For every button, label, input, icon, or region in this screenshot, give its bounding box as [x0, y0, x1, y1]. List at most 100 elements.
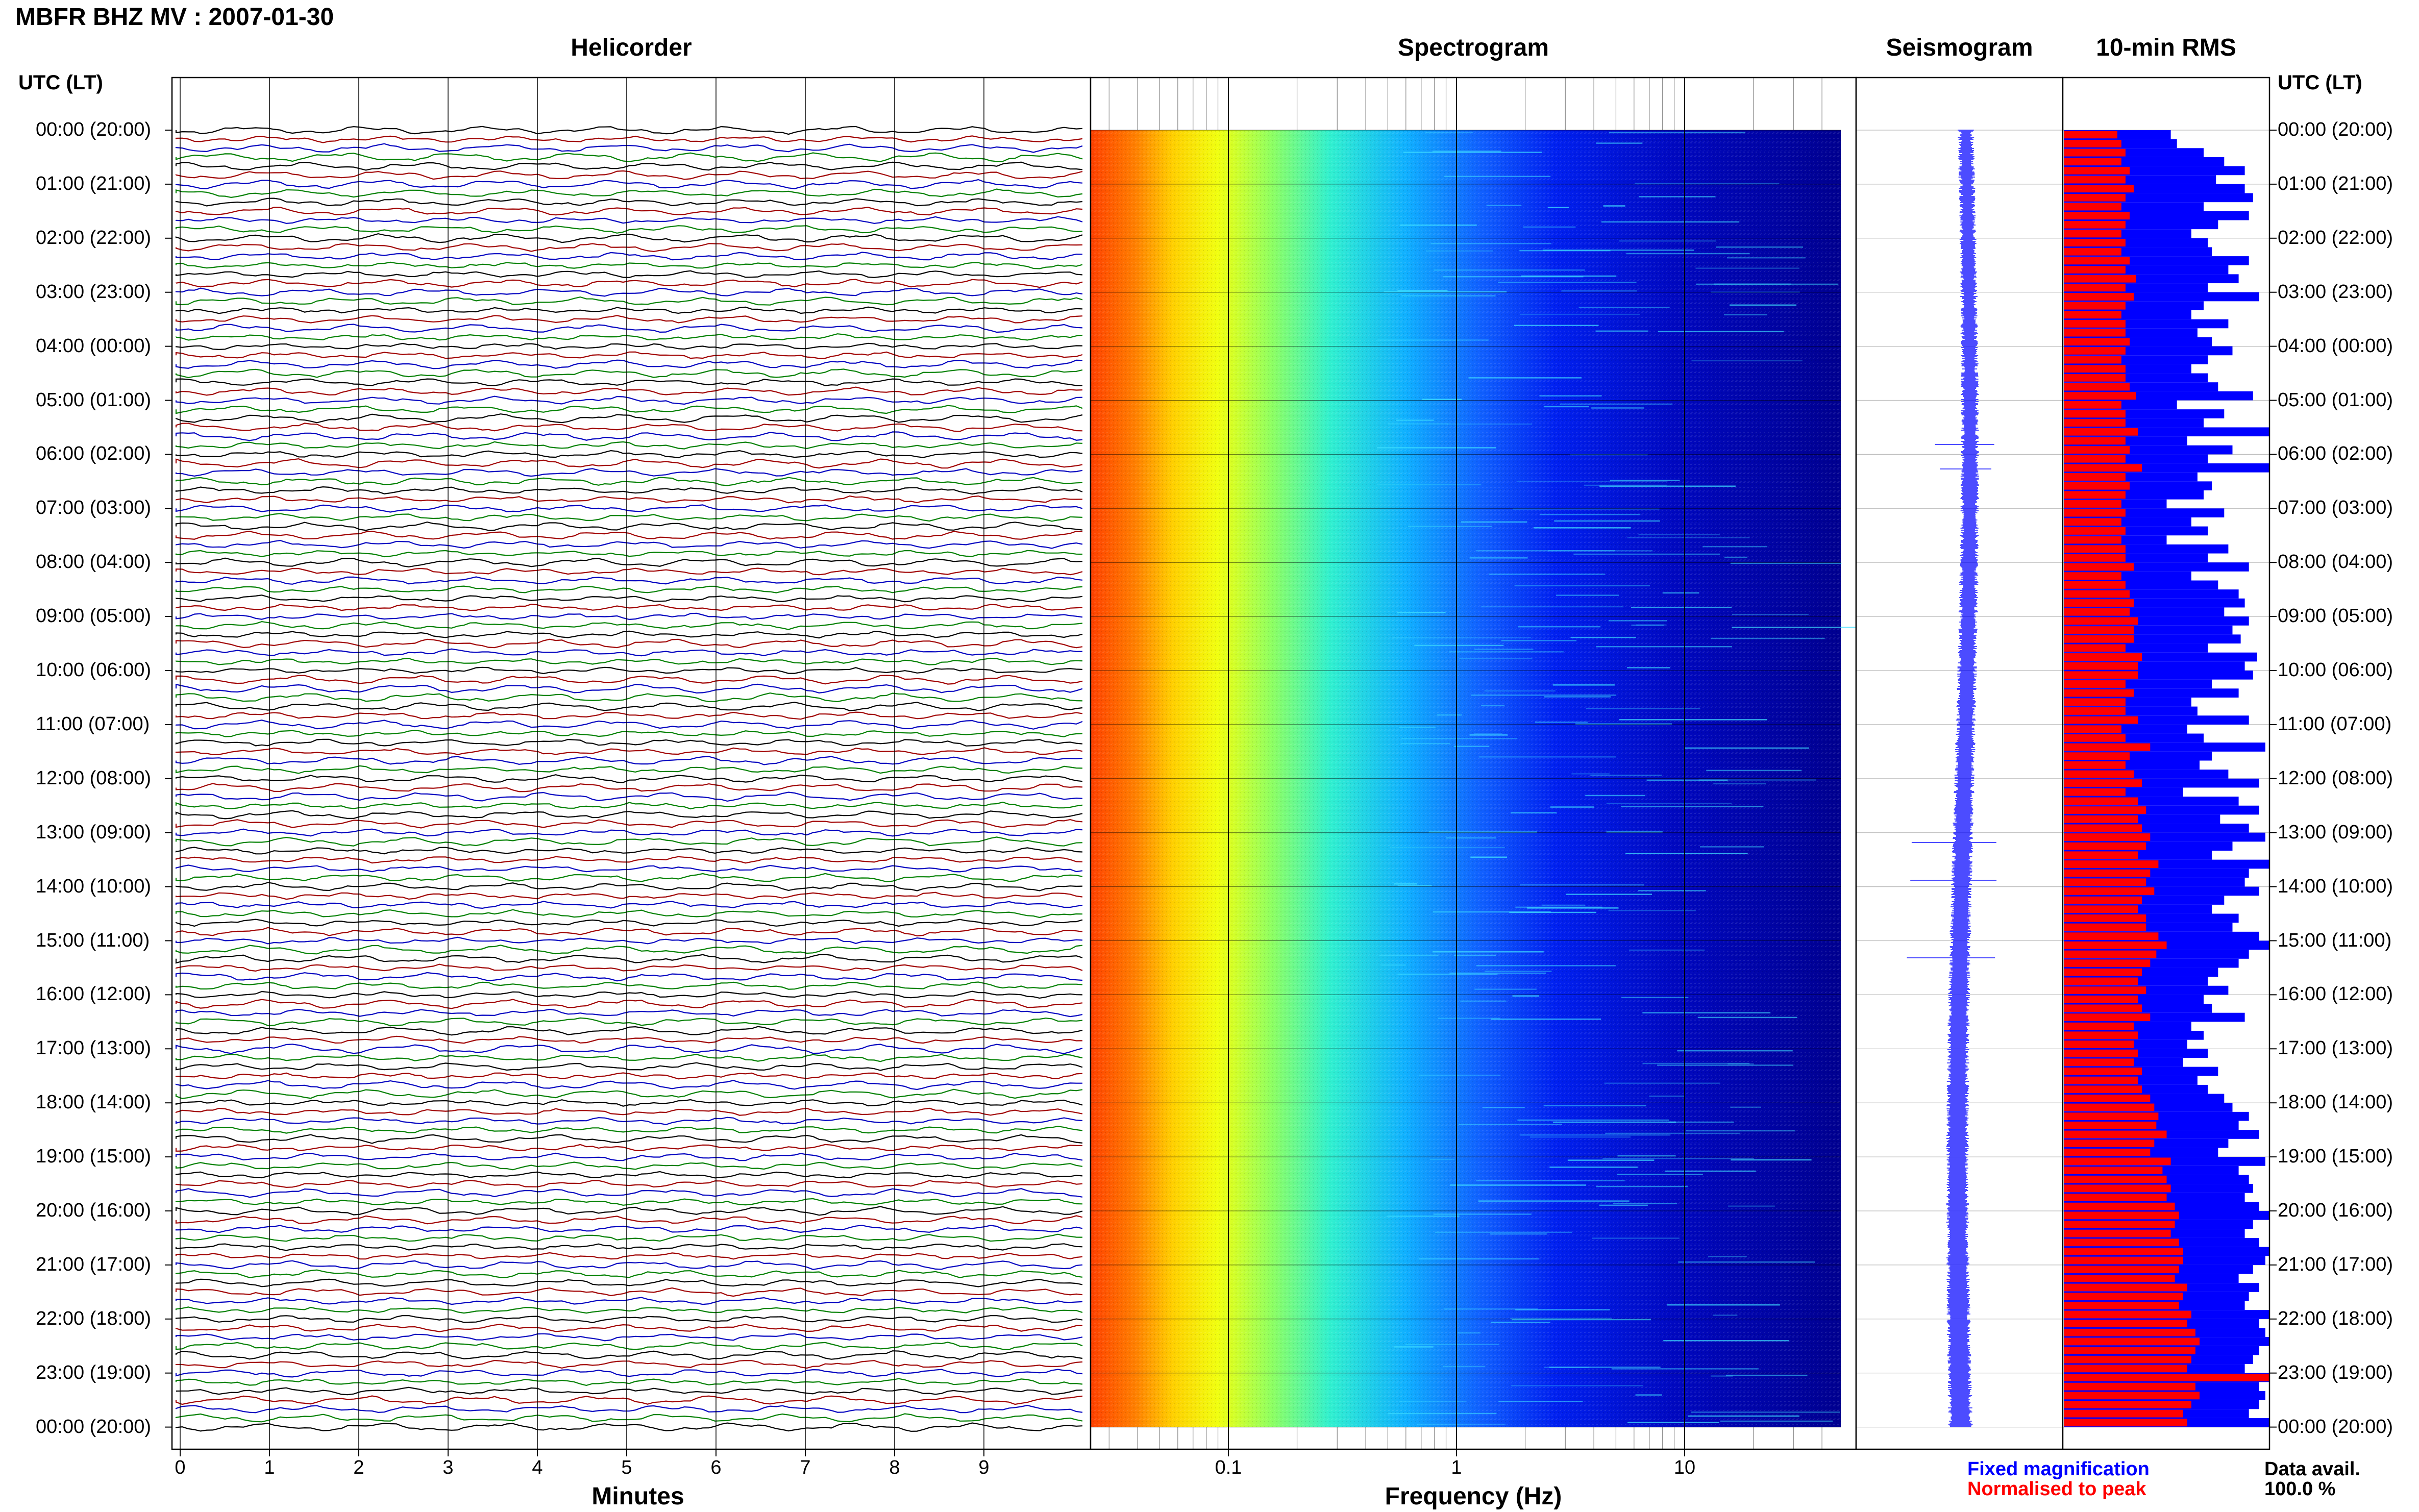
- helicorder-trace: [175, 919, 1083, 927]
- helicorder-trace: [175, 567, 1083, 576]
- rms-bar-normalised: [2064, 752, 2130, 760]
- rms-bar-normalised: [2064, 599, 2134, 607]
- rms-bar-normalised: [2064, 1094, 2151, 1102]
- helicorder-trace: [175, 730, 1083, 737]
- rms-bar-normalised: [2064, 401, 2121, 409]
- rms-bar-normalised: [2064, 509, 2126, 517]
- rms-bar-normalised: [2064, 941, 2167, 949]
- helicorder-trace: [175, 819, 1083, 829]
- helicorder-trace: [175, 1225, 1083, 1233]
- helicorder-trace: [175, 1233, 1083, 1242]
- time-label-left: 02:00 (22:00): [36, 227, 152, 249]
- time-label-right: 20:00 (16:00): [2278, 1200, 2393, 1221]
- helicorder-trace: [175, 359, 1083, 369]
- rms-bar-normalised: [2064, 1293, 2183, 1301]
- helicorder-trace: [175, 170, 1083, 180]
- helicorder-trace: [175, 413, 1083, 424]
- time-label-left: 17:00 (13:00): [36, 1037, 152, 1059]
- time-label-left: 10:00 (06:00): [36, 659, 152, 681]
- rms-bar-normalised: [2064, 1184, 2171, 1193]
- helicorder-trace: [175, 243, 1083, 252]
- rms-bar-normalised: [2064, 482, 2130, 490]
- helicorder-trace: [175, 847, 1083, 855]
- rms-bar-normalised: [2064, 635, 2134, 643]
- helicorder-trace: [175, 801, 1083, 810]
- helicorder-trace: [175, 287, 1083, 297]
- helicorder-trace: [175, 386, 1083, 396]
- helicorder-trace: [175, 1252, 1083, 1260]
- helicorder-trace: [175, 458, 1083, 469]
- helicorder-trace: [175, 1080, 1082, 1090]
- rms-bar-normalised: [2064, 896, 2142, 904]
- helicorder-trace: [175, 441, 1083, 450]
- helicorder-trace: [175, 1422, 1083, 1432]
- rms-bar-normalised: [2064, 257, 2130, 265]
- helicorder-trace: [175, 306, 1083, 314]
- helicorder-trace: [175, 252, 1083, 261]
- minute-tick-label: 1: [264, 1457, 275, 1478]
- rms-bar-normalised: [2064, 878, 2146, 886]
- helicorder-trace: [175, 891, 1083, 900]
- helicorder-trace: [176, 1386, 1083, 1396]
- helicorder-trace: [175, 882, 1083, 891]
- rms-bar-normalised: [2064, 545, 2126, 553]
- helicorder-trace: [175, 423, 1083, 432]
- helicorder-trace: [175, 351, 1083, 359]
- rms-bar-normalised: [2064, 131, 2117, 139]
- time-label-right: 15:00 (11:00): [2278, 929, 2392, 951]
- frequency-tick-label: 1: [1451, 1457, 1462, 1478]
- time-label-right: 18:00 (14:00): [2278, 1092, 2393, 1113]
- rms-bar-normalised: [2064, 473, 2126, 481]
- rms-bar-normalised: [2064, 185, 2134, 193]
- helicorder-trace: [175, 909, 1083, 919]
- rms-bar-normalised: [2064, 671, 2138, 679]
- helicorder-trace: [175, 756, 1083, 765]
- time-label-right: 13:00 (09:00): [2278, 821, 2393, 843]
- rms-bar-normalised: [2064, 914, 2146, 922]
- helicorder-trace: [175, 963, 1083, 972]
- helicorder-trace: [175, 936, 1083, 945]
- rms-bar-normalised: [2064, 1004, 2142, 1012]
- minute-tick-label: 2: [353, 1457, 364, 1478]
- rms-bar-normalised: [2064, 1139, 2155, 1148]
- helicorder-trace: [175, 135, 1083, 143]
- rms-bar-normalised: [2064, 1068, 2142, 1075]
- time-label-right: 21:00 (17:00): [2278, 1253, 2393, 1275]
- rms-bar-normalised: [2064, 932, 2159, 940]
- helicorder-trace: [175, 648, 1083, 657]
- helicorder-trace: [175, 378, 1083, 386]
- time-label-right: 01:00 (21:00): [2278, 172, 2393, 194]
- helicorder-trace: [175, 504, 1083, 513]
- time-label-left: 09:00 (05:00): [36, 605, 152, 627]
- helicorder-trace: [175, 261, 1083, 269]
- time-label-right: 02:00 (22:00): [2278, 227, 2393, 249]
- rms-bar-normalised: [2064, 698, 2126, 706]
- helicorder-trace: [175, 692, 1083, 703]
- rms-bar-normalised: [2064, 140, 2121, 147]
- rms-bar-normalised: [2064, 374, 2126, 382]
- spectrogram-panel: [1090, 77, 1871, 1450]
- rms-title: 10-min RMS: [2096, 34, 2236, 61]
- helicorder-trace: [175, 1017, 1083, 1027]
- helicorder-trace: [175, 1215, 1083, 1225]
- helicorder-trace: [175, 405, 1083, 414]
- rms-bar-normalised: [2064, 662, 2138, 670]
- rms-bar-normalised: [2064, 707, 2126, 715]
- time-label-right: 11:00 (07:00): [2278, 713, 2392, 735]
- rms-bar-normalised: [2064, 824, 2142, 832]
- rms-bar-normalised: [2064, 392, 2136, 400]
- helicorder-trace: [175, 431, 1083, 441]
- helicorder-xlabel: Minutes: [591, 1483, 684, 1510]
- time-label-right: 04:00 (00:00): [2278, 335, 2393, 357]
- rms-bar-normalised: [2064, 527, 2126, 535]
- helicorder-trace: [175, 315, 1083, 324]
- helicorder-trace: [175, 981, 1083, 990]
- time-label-right: 06:00 (02:00): [2278, 443, 2393, 465]
- rms-bar-normalised: [2064, 1031, 2138, 1039]
- helicorder-trace: [175, 702, 1083, 711]
- minute-tick-label: 5: [621, 1457, 632, 1478]
- helicorder-trace: [175, 539, 1083, 549]
- rms-bar-normalised: [2064, 1283, 2187, 1292]
- time-label-left: 16:00 (12:00): [36, 983, 152, 1005]
- rms-bar-normalised: [2064, 464, 2142, 472]
